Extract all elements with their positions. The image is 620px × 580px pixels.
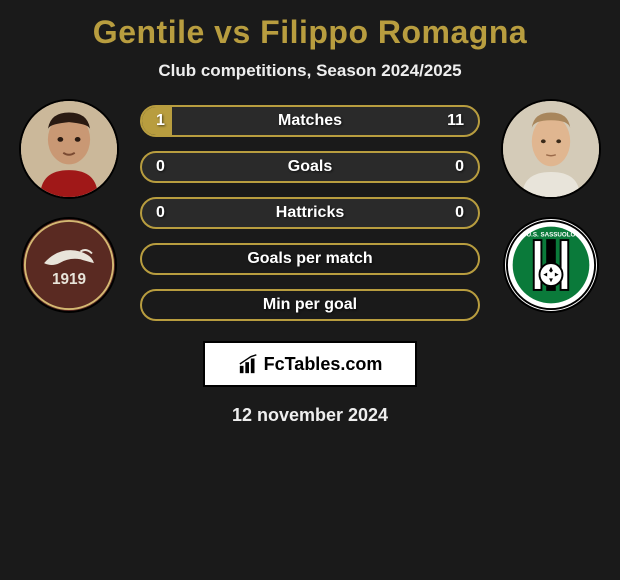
stat-right-value: 0	[455, 204, 464, 222]
club-year: 1919	[52, 271, 86, 288]
comparison-card: Gentile vs Filippo Romagna Club competit…	[0, 0, 620, 426]
left-player-column: 1919	[14, 99, 124, 313]
stat-right-value: 11	[447, 112, 464, 130]
stat-row-matches: 1 Matches 11	[140, 105, 480, 137]
date-label: 12 november 2024	[0, 397, 620, 426]
stat-label: Goals per match	[247, 250, 372, 268]
club-badge-icon: U.S. SASSUOLO	[505, 219, 597, 311]
stat-right-value: 0	[455, 158, 464, 176]
right-club-logo: U.S. SASSUOLO	[503, 217, 599, 313]
stat-left-value: 1	[156, 112, 165, 130]
stats-column: 1 Matches 11 0 Goals 0 0 Hattricks 0 Goa…	[140, 99, 480, 321]
stat-label: Hattricks	[276, 204, 344, 222]
bar-chart-icon	[238, 353, 260, 375]
stat-row-goals-per-match: Goals per match	[140, 243, 480, 275]
left-club-logo: 1919	[21, 217, 117, 313]
right-player-column: U.S. SASSUOLO	[496, 99, 606, 313]
club-name: U.S. SASSUOLO	[527, 231, 576, 238]
stat-label: Min per goal	[263, 296, 357, 314]
brand-box[interactable]: FcTables.com	[203, 341, 417, 387]
stat-left-value: 0	[156, 158, 165, 176]
stat-row-hattricks: 0 Hattricks 0	[140, 197, 480, 229]
page-title: Gentile vs Filippo Romagna	[0, 8, 620, 61]
stat-left-value: 0	[156, 204, 165, 222]
left-player-avatar	[19, 99, 119, 199]
page-subtitle: Club competitions, Season 2024/2025	[0, 61, 620, 99]
stat-row-goals: 0 Goals 0	[140, 151, 480, 183]
main-row: 1919 1 Matches 11 0 Goals 0 0 Hattricks …	[0, 99, 620, 321]
person-icon	[503, 101, 599, 197]
club-badge-icon: 1919	[23, 219, 115, 311]
right-player-avatar	[501, 99, 601, 199]
brand-label: FcTables.com	[264, 354, 383, 375]
stat-label: Matches	[278, 112, 342, 130]
stat-label: Goals	[288, 158, 332, 176]
stat-row-min-per-goal: Min per goal	[140, 289, 480, 321]
person-icon	[21, 101, 117, 197]
